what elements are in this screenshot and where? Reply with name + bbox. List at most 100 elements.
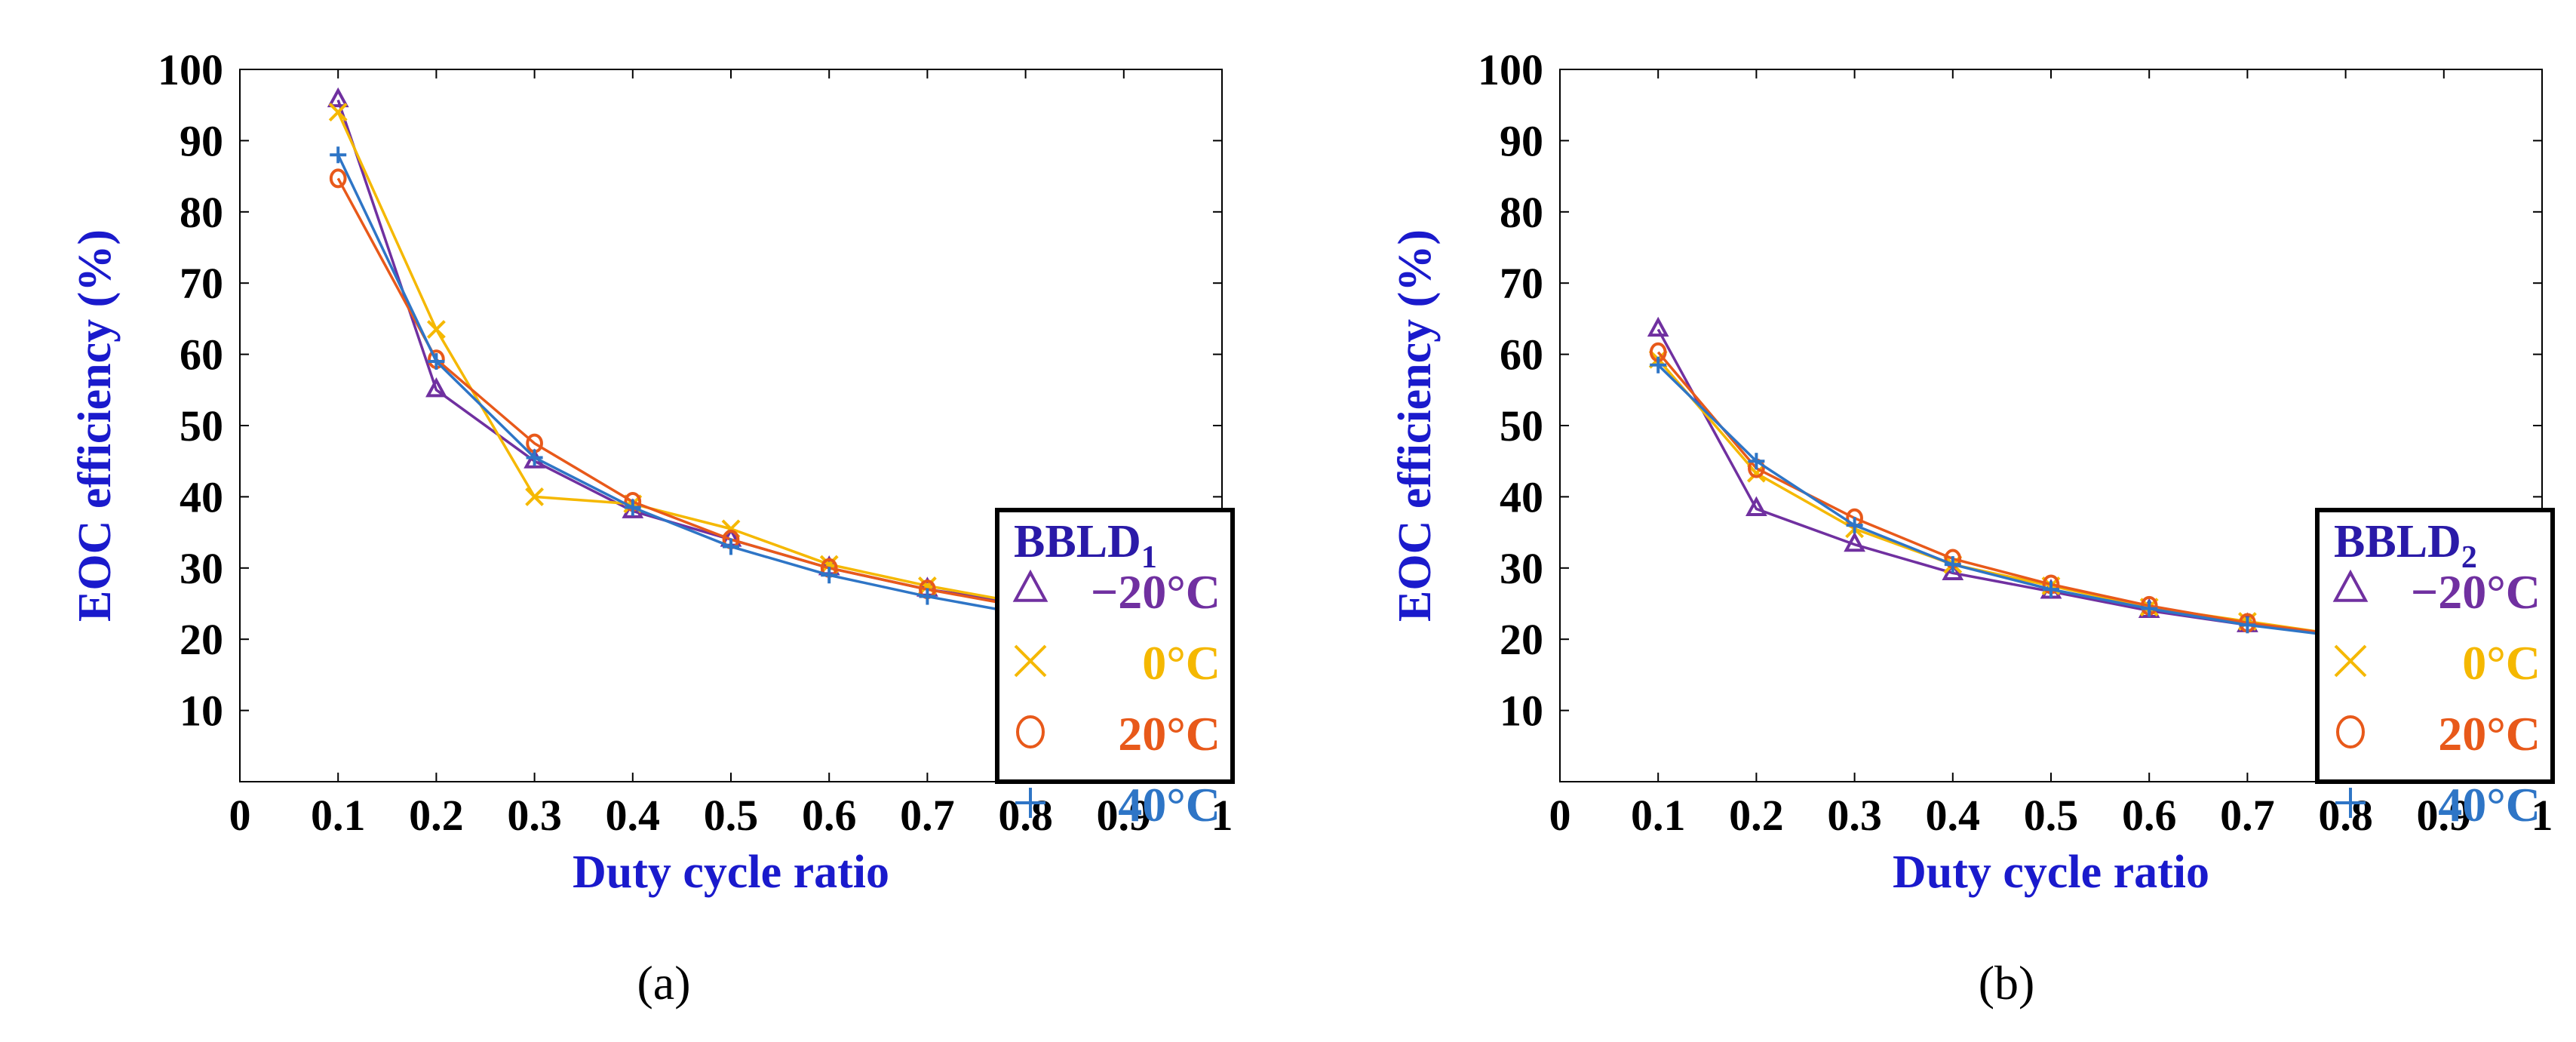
x-tick-label: 0.6 [2122,791,2177,840]
x-tick-label: 0.3 [507,791,562,840]
y-tick-label: 70 [180,259,223,308]
x-tick-label: 0.9 [1097,791,1152,840]
legend-title-subscript: 1 [1141,540,1157,575]
x-tick-label: 0.1 [1631,791,1686,840]
data-point [624,499,641,516]
y-tick-label: 70 [1500,259,1543,308]
legend-marker-3 [2335,788,2366,818]
legend-label-2: 20°C [1118,707,1220,761]
data-point [2043,581,2059,598]
y-tick-label: 90 [1500,116,1543,165]
legend-marker-1 [1014,644,1047,678]
marker-shape [2336,715,2365,748]
y-tick-label: 20 [1500,615,1543,664]
marker-shape [1942,560,1964,580]
marker-shape [2334,644,2367,678]
chart-panel-b: 0 0.1 0.2 0.3 0.4 0.5 0.6 0.7 0.8 0.9 1 10 20 30 40 50 6… [1389,45,2555,1010]
x-tick-label: 0.3 [1827,791,1882,840]
marker-shape [329,168,347,189]
legend-label-3: 40°C [1118,778,1220,831]
marker-shape [1014,644,1047,678]
x-tick-label: 0.4 [1926,791,1981,840]
marker-shape [2332,569,2369,602]
y-tick-label: 40 [180,472,223,521]
data-point [723,538,739,555]
y-tick-label: 30 [180,544,223,593]
x-tick-label: 0.5 [2024,791,2079,840]
legend-marker-2 [2336,715,2365,748]
panel-label: (b) [1979,956,2035,1010]
y-tick-label: 100 [158,45,223,94]
legend-title: BBLD2 [2334,516,2477,575]
legend-label-1: 0°C [2462,636,2541,690]
legend-box [995,508,1235,784]
legend-marker-2 [1016,715,1045,748]
y-tick-label: 80 [1500,188,1543,237]
data-point [1650,356,1667,373]
x-tick-label: 0.7 [900,791,955,840]
data-point [526,449,543,466]
legend-title-name: BBLD [2334,516,2461,567]
legend-marker-0 [1012,569,1049,602]
y-tick-label: 80 [180,188,223,237]
data-point [2141,600,2158,617]
legend-title-name: BBLD [1014,516,1141,567]
data-point [1942,560,1964,580]
legend-marker-3 [1015,788,1045,818]
data-point [525,487,545,506]
x-tick-label: 0 [229,791,251,840]
legend-box [2315,508,2555,784]
marker-shape [328,103,348,122]
data-point [919,588,936,605]
marker-shape [1012,569,1049,602]
y-tick-label: 90 [180,116,223,165]
legend-label-3: 40°C [2438,778,2541,831]
data-point [329,168,347,189]
marker-shape [525,487,545,506]
data-point [327,87,349,108]
x-tick-label: 0.2 [409,791,464,840]
y-tick-label: 20 [180,615,223,664]
legend-label-0: −20°C [1091,565,1220,619]
data-point [2239,616,2256,634]
x-tick-label: 0.9 [2417,791,2472,840]
marker-shape [425,377,447,398]
legend-label-2: 20°C [2438,707,2541,761]
data-point [330,146,347,164]
x-tick-label: 1 [2531,791,2553,840]
y-tick-label: 60 [1500,330,1543,380]
y-tick-label: 60 [180,330,223,380]
marker-shape [1016,715,1045,748]
x-tick-label: 0.8 [998,791,1053,840]
marker-shape [1745,496,1767,517]
legend-marker-0 [2332,569,2369,602]
data-point [426,320,446,339]
y-axis-label: EOC efficiency (%) [1389,229,1441,622]
data-point [428,353,445,370]
y-tick-label: 40 [1500,472,1543,521]
y-tick-label: 10 [1500,687,1543,736]
x-axis-label: Duty cycle ratio [573,847,889,898]
x-tick-label: 0.8 [2318,791,2373,840]
marker-shape [1844,531,1865,552]
legend: BBLD2−20°C 0°C 20°C 40°C [2315,508,2555,831]
data-point [1745,496,1767,517]
data-point [1647,316,1669,337]
y-tick-label: 30 [1500,544,1543,593]
data-point [821,567,838,584]
x-tick-label: 1 [1211,791,1233,840]
x-tick-label: 0.5 [704,791,759,840]
data-point [1944,556,1961,573]
y-tick-label: 100 [1478,45,1543,94]
data-point [328,103,348,122]
legend-label-0: −20°C [2411,565,2541,619]
y-tick-label: 10 [180,687,223,736]
data-point [425,377,447,398]
x-tick-label: 0.7 [2220,791,2275,840]
data-point [1844,531,1865,552]
x-tick-label: 0.2 [1729,791,1784,840]
x-axis-label: Duty cycle ratio [1893,847,2209,898]
x-tick-label: 0.1 [311,791,366,840]
x-tick-label: 0.6 [802,791,857,840]
legend-marker-1 [2334,644,2367,678]
